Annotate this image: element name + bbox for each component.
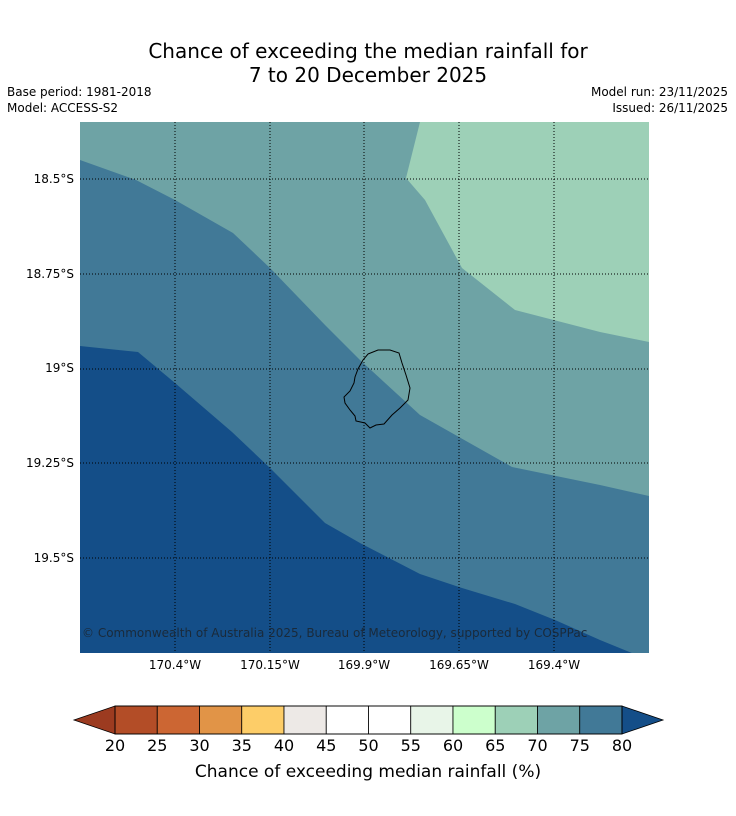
colorbar-over-arrow <box>621 705 665 735</box>
band-65-70 <box>406 122 649 342</box>
map-title-line1: Chance of exceeding the median rainfall … <box>148 39 588 63</box>
band-over-80 <box>80 346 632 653</box>
lat-label: 19.25°S <box>26 456 74 470</box>
colorbar-cell <box>537 705 581 735</box>
copyright-notice: © Commonwealth of Australia 2025, Bureau… <box>82 626 588 640</box>
colorbar-under-arrow <box>72 705 116 735</box>
colorbar-cell <box>452 705 496 735</box>
colorbar-tick-label: 40 <box>273 736 295 755</box>
colorbar-tick-label: 35 <box>231 736 252 755</box>
colorbar-cell <box>199 705 243 735</box>
lat-label: 19°S <box>45 361 74 375</box>
colorbar-tick-label: 20 <box>104 736 126 755</box>
lon-label: 170.15°W <box>240 658 300 672</box>
colorbar-tick-label: 50 <box>358 736 379 755</box>
base-period: Base period: 1981-2018 <box>7 85 152 99</box>
colorbar-tick-label: 75 <box>569 736 590 755</box>
colorbar-tick-label: 30 <box>189 736 210 755</box>
colorbar-title: Chance of exceeding median rainfall (%) <box>194 762 542 782</box>
model-run: Model run: 23/11/2025 <box>590 85 728 99</box>
model-name: Model: ACCESS-S2 <box>7 101 119 115</box>
colorbar-cell <box>283 705 327 735</box>
lon-label: 170.4°W <box>148 658 202 672</box>
colorbar-tick-label: 60 <box>442 736 464 755</box>
colorbar-tick-label: 70 <box>527 736 548 755</box>
colorbar-cell <box>494 705 538 735</box>
lon-label: 169.65°W <box>429 658 489 672</box>
colorbar-cell <box>156 705 200 735</box>
map-title-line2: 7 to 20 December 2025 <box>248 63 488 87</box>
island-coastline <box>343 349 411 429</box>
colorbar-tick-label: 25 <box>147 736 168 755</box>
lon-label: 169.9°W <box>337 658 391 672</box>
lon-label: 169.4°W <box>527 658 581 672</box>
colorbar-tick-label: 55 <box>400 736 421 755</box>
colorbar-cell <box>410 705 454 735</box>
colorbar-frame <box>114 705 623 735</box>
lat-label: 18.75°S <box>26 267 74 281</box>
colorbar-cell <box>579 705 623 735</box>
colorbar-cell <box>114 705 158 735</box>
lat-label: 18.5°S <box>33 172 74 186</box>
colorbar-cells <box>114 705 623 735</box>
contour-map <box>80 122 649 653</box>
colorbar-tick-label: 65 <box>485 736 506 755</box>
lat-label: 19.5°S <box>33 551 74 565</box>
colorbar-cell <box>325 705 369 735</box>
colorbar <box>72 705 665 735</box>
colorbar-cell <box>241 705 285 735</box>
colorbar-tick-label: 80 <box>611 736 633 755</box>
colorbar-cell <box>368 705 412 735</box>
colorbar-tick-label: 45 <box>316 736 337 755</box>
issued-date: Issued: 26/11/2025 <box>612 101 728 115</box>
